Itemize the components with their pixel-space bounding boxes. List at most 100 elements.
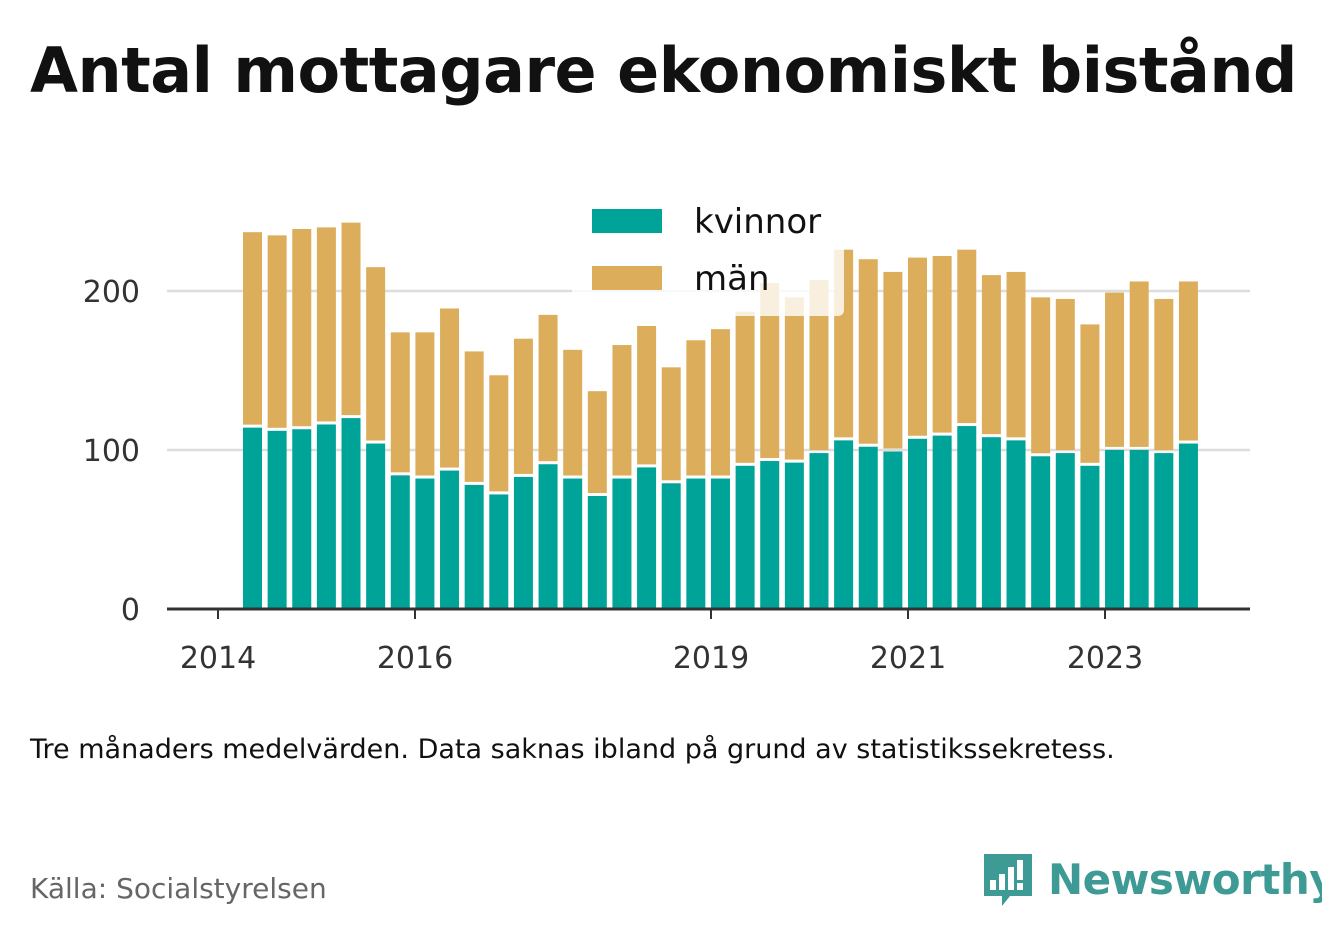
legend-swatch [592, 209, 662, 233]
bar-kvinnor [1031, 456, 1051, 609]
brand-name: Newsworthy [1048, 854, 1322, 904]
bar-man [316, 227, 336, 422]
bar-kvinnor [464, 484, 484, 609]
legend-label: män [694, 259, 770, 299]
bar-man [1080, 324, 1100, 463]
bar-kvinnor [981, 437, 1001, 609]
bar-man [908, 257, 928, 436]
newsworthy-bar-chart-icon [984, 854, 1032, 906]
x-axis: 2014 2016 2019 2021 2023 [167, 607, 1250, 676]
bar-man [513, 338, 533, 474]
bar-kvinnor [563, 478, 583, 609]
bar-man [1105, 292, 1125, 447]
x-tick-label: 2023 [1067, 641, 1143, 676]
bar-kvinnor [957, 426, 977, 609]
bar-kvinnor [661, 483, 681, 609]
bar-man [1178, 281, 1198, 441]
bar-kvinnor [932, 435, 952, 609]
chart-title: Antal mottagare ekonomiskt bistånd [30, 34, 1297, 107]
x-tick-label: 2014 [180, 641, 256, 676]
x-tick-label: 2016 [377, 641, 453, 676]
bar-man [932, 256, 952, 433]
bar-man [390, 332, 410, 473]
bar-kvinnor [784, 462, 804, 609]
bar-kvinnor [1129, 449, 1149, 609]
bar-man [1129, 281, 1149, 447]
bar-kvinnor [440, 470, 460, 609]
bar-man [292, 228, 312, 427]
bar-kvinnor [686, 478, 706, 609]
bar-man [784, 297, 804, 460]
y-tick-label: 200 [83, 275, 140, 310]
bar-kvinnor [1105, 449, 1125, 609]
bar-man [1031, 297, 1051, 454]
bar-man [1154, 298, 1174, 451]
x-tick-label: 2019 [673, 641, 749, 676]
brand-logo: Newsworthy [980, 850, 1322, 908]
bar-kvinnor [1006, 440, 1026, 609]
bar-kvinnor [415, 478, 435, 609]
bar-kvinnor [316, 424, 336, 609]
bar-kvinnor [834, 440, 854, 609]
y-axis-labels: 0 100 200 [83, 275, 140, 628]
bar-kvinnor [489, 494, 509, 609]
bar-man [661, 367, 681, 481]
bar-kvinnor [292, 429, 312, 609]
source-credit: Källa: Socialstyrelsen [30, 872, 327, 905]
bar-kvinnor [760, 461, 780, 609]
bar-kvinnor [390, 475, 410, 609]
bar-kvinnor [513, 476, 533, 609]
bar-kvinnor [538, 464, 558, 609]
bar-kvinnor [1055, 453, 1075, 609]
bar-kvinnor [735, 465, 755, 609]
bar-kvinnor [809, 453, 829, 609]
legend-swatch [592, 266, 662, 290]
y-tick-label: 0 [121, 593, 140, 628]
bar-kvinnor [1178, 443, 1198, 609]
bar-man [612, 345, 632, 476]
bar-man [710, 329, 730, 476]
bar-man [883, 271, 903, 449]
bar-man [957, 249, 977, 424]
bars [243, 222, 1198, 609]
bar-kvinnor [587, 496, 607, 609]
bar-man [267, 235, 287, 428]
bar-kvinnor [267, 430, 287, 609]
bar-kvinnor [858, 446, 878, 609]
x-tick-label: 2021 [870, 641, 946, 676]
y-tick-label: 100 [83, 434, 140, 469]
bar-kvinnor [1080, 465, 1100, 609]
bar-kvinnor [341, 418, 361, 609]
bar-man [563, 349, 583, 476]
chart-note: Tre månaders medelvärden. Data saknas ib… [30, 734, 1115, 765]
bar-man [243, 232, 262, 425]
bar-man [809, 279, 829, 451]
bar-kvinnor [243, 427, 262, 609]
bar-kvinnor [637, 467, 657, 609]
legend: kvinnor män [572, 192, 844, 316]
bar-man [686, 340, 706, 476]
bar-kvinnor [612, 478, 632, 609]
bar-man [760, 283, 780, 459]
bar-kvinnor [908, 438, 928, 609]
legend-label: kvinnor [694, 202, 821, 242]
bar-man [440, 308, 460, 468]
bar-kvinnor [883, 451, 903, 609]
bar-man [735, 311, 755, 463]
bar-man [538, 314, 558, 462]
bar-kvinnor [710, 478, 730, 609]
bar-man [366, 267, 386, 441]
bar-kvinnor [366, 443, 386, 609]
bar-man [858, 259, 878, 444]
bar-man [341, 222, 361, 416]
bar-man [415, 332, 435, 476]
bar-kvinnor [1154, 453, 1174, 609]
bar-man [1006, 271, 1026, 438]
bar-man [464, 351, 484, 482]
bar-man [587, 391, 607, 494]
bar-man [489, 375, 509, 492]
bar-man [1055, 298, 1075, 451]
bar-man [981, 275, 1001, 435]
bar-man [637, 325, 657, 465]
